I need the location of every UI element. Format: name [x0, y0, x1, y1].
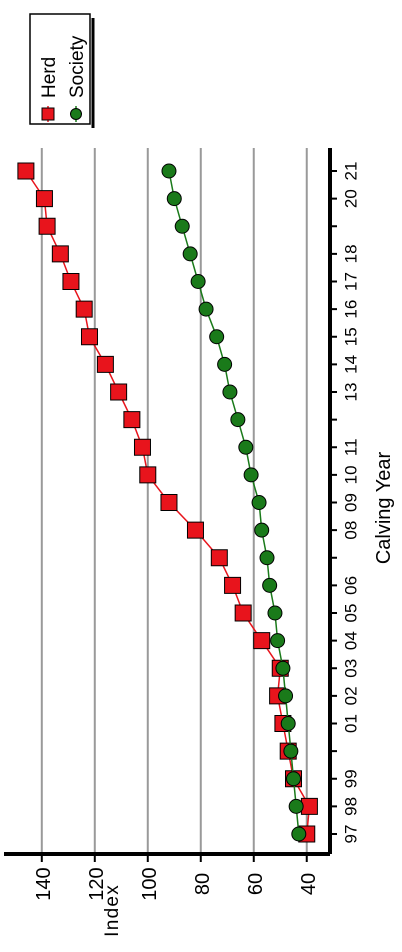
data-point-society	[222, 384, 238, 400]
data-point-herd	[51, 245, 69, 263]
axes	[4, 148, 332, 856]
data-point-herd	[186, 521, 204, 539]
data-point-society	[291, 826, 307, 842]
series-layer	[17, 162, 318, 843]
y-tick-label: 140	[33, 867, 55, 900]
data-point-society	[267, 605, 283, 621]
data-point-society	[198, 301, 214, 317]
data-point-society	[259, 550, 275, 566]
x-tick-label: 16	[341, 300, 360, 319]
data-point-society	[251, 495, 267, 510]
data-point-herd	[110, 383, 128, 401]
data-point-society	[288, 798, 304, 814]
data-point-society	[286, 771, 302, 787]
x-tick-label: 06	[341, 576, 360, 595]
data-point-herd	[96, 355, 114, 373]
x-tick-label: 18	[341, 244, 360, 263]
data-point-society	[166, 191, 182, 207]
x-tick-label: 03	[341, 659, 360, 678]
x-tick-label: 99	[341, 769, 360, 788]
y-tick-label: 100	[139, 867, 161, 900]
legend-label-society: Society	[67, 35, 88, 98]
data-point-herd	[62, 273, 80, 290]
x-tick-label: 10	[341, 465, 360, 484]
x-tick-label: 08	[341, 521, 360, 540]
legend: Herd Society	[29, 13, 95, 128]
data-point-society	[280, 716, 296, 731]
x-tick-label: 98	[341, 797, 360, 816]
data-point-society	[230, 412, 246, 428]
legend-marker-herd	[41, 107, 55, 121]
data-point-society	[161, 163, 177, 179]
data-point-herd	[38, 217, 56, 235]
y-tick-label: 40	[298, 873, 320, 895]
data-point-society	[238, 439, 254, 455]
x-tick-label: 97	[341, 825, 360, 844]
data-point-society	[243, 467, 259, 483]
x-axis-label: Calving Year	[373, 452, 395, 565]
data-point-herd	[80, 328, 98, 346]
x-tick-label: 01	[341, 714, 360, 733]
data-point-society	[209, 329, 225, 345]
y-tick-label: 80	[192, 873, 214, 895]
series-line-society	[168, 170, 300, 835]
data-point-herd	[133, 438, 151, 456]
data-point-society	[283, 743, 299, 759]
data-point-herd	[17, 162, 35, 180]
gridlines	[40, 148, 308, 854]
data-point-herd	[75, 300, 93, 318]
data-point-herd	[123, 411, 141, 429]
data-point-herd	[300, 797, 318, 815]
data-point-herd	[35, 190, 53, 208]
data-point-society	[278, 688, 294, 704]
data-point-herd	[234, 604, 252, 622]
data-point-herd	[139, 466, 157, 484]
y-axis-ticks: 40 60 80 100 120 140	[33, 854, 320, 901]
data-point-society	[182, 246, 198, 262]
x-tick-label: 04	[341, 631, 360, 650]
axis-labels: Calving Year I n d e x	[102, 452, 395, 937]
data-point-society	[262, 577, 278, 593]
data-point-herd	[160, 494, 178, 511]
data-point-herd	[224, 576, 242, 594]
data-point-society	[254, 522, 270, 538]
data-point-herd	[253, 632, 271, 650]
y-axis-label: I n d e x	[102, 885, 123, 937]
data-point-society	[275, 660, 291, 676]
data-point-society	[217, 356, 233, 372]
x-tick-label: 20	[341, 189, 360, 208]
legend-box	[29, 13, 91, 125]
data-point-society	[190, 274, 206, 289]
x-tick-label: 11	[341, 438, 360, 456]
y-tick-label: 60	[245, 873, 267, 895]
legend-label-herd: Herd	[39, 57, 60, 98]
x-tick-label: 17	[341, 272, 360, 291]
x-tick-label: 14	[341, 355, 360, 374]
data-point-society	[270, 633, 286, 649]
x-tick-label: 21	[341, 162, 360, 181]
legend-marker-society	[70, 108, 82, 120]
x-tick-label: 15	[341, 327, 360, 346]
x-axis-ticks: 97 98 99 01 02 03 04 05 06 08 09 10 11 13 14 15 16 17 18 20…	[330, 162, 360, 844]
x-tick-label: 02	[341, 686, 360, 705]
x-tick-label: 13	[341, 383, 360, 402]
y-tick-label: 120	[86, 867, 108, 900]
x-tick-label: 05	[341, 604, 360, 623]
data-point-herd	[210, 549, 228, 567]
data-point-society	[174, 218, 190, 234]
x-tick-label: 09	[341, 493, 360, 512]
